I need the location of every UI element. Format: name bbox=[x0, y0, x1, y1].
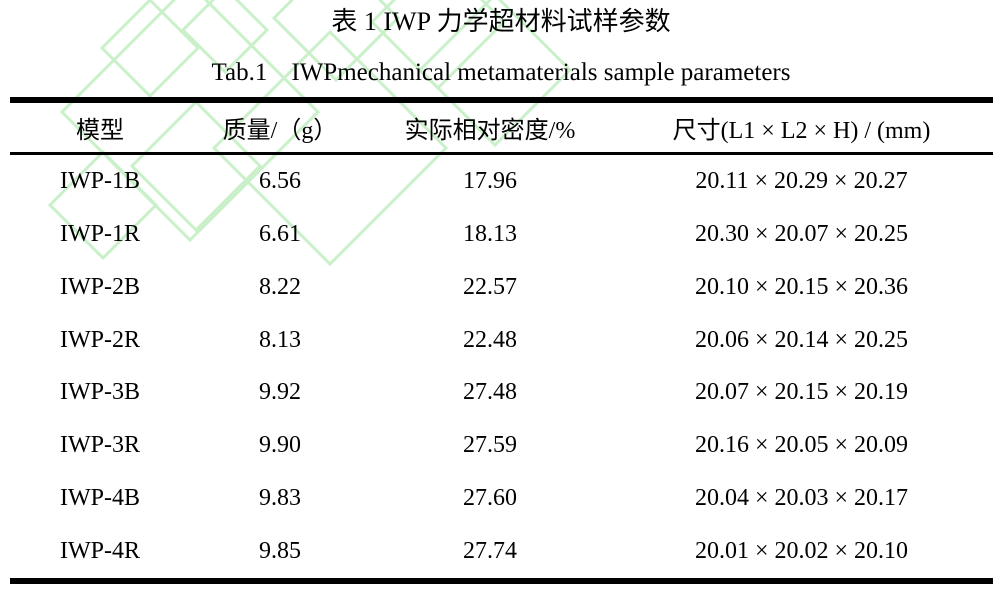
cell-model: IWP-4B bbox=[60, 485, 140, 512]
cell-dimensions: 20.10 × 20.15 × 20.36 bbox=[694, 273, 909, 300]
cell-mass: 6.61 bbox=[259, 220, 301, 247]
cell-mass: 9.85 bbox=[259, 538, 301, 565]
cell-model: IWP-2R bbox=[60, 326, 140, 353]
header-model: 模型 bbox=[76, 118, 124, 144]
header-mass: 质量/（g） bbox=[222, 118, 338, 144]
cell-model: IWP-1R bbox=[60, 220, 140, 247]
cell-density: 27.60 bbox=[463, 485, 517, 512]
table-caption-chinese: 表 1 IWP 力学超材料试样参数 bbox=[331, 7, 671, 36]
table-row: IWP-3B 9.92 27.48 20.07 × 20.15 × 20.19 bbox=[10, 367, 993, 420]
cell-density: 17.96 bbox=[463, 167, 517, 194]
table-row: IWP-4B 9.83 27.60 20.04 × 20.03 × 20.17 bbox=[10, 472, 993, 525]
table-row: IWP-1B 6.56 17.96 20.11 × 20.29 × 20.27 bbox=[10, 155, 993, 208]
cell-model: IWP-2B bbox=[60, 273, 140, 300]
header-dimensions: 尺寸(L1 × L2 × H) / (mm) bbox=[672, 118, 931, 144]
table-row: IWP-4R 9.85 27.74 20.01 × 20.02 × 20.10 bbox=[10, 525, 993, 578]
cell-density: 22.57 bbox=[463, 273, 517, 300]
table-body: IWP-1B 6.56 17.96 20.11 × 20.29 × 20.27 … bbox=[10, 155, 993, 578]
cell-density: 27.74 bbox=[463, 538, 517, 565]
cell-dimensions: 20.11 × 20.29 × 20.27 bbox=[695, 167, 908, 194]
cell-dimensions: 20.30 × 20.07 × 20.25 bbox=[694, 220, 909, 247]
header-relative-density: 实际相对密度/% bbox=[404, 118, 576, 144]
cell-mass: 8.22 bbox=[259, 273, 301, 300]
cell-density: 22.48 bbox=[463, 326, 517, 353]
cell-dimensions: 20.04 × 20.03 × 20.17 bbox=[694, 485, 909, 512]
table-row: IWP-3R 9.90 27.59 20.16 × 20.05 × 20.09 bbox=[10, 419, 993, 472]
table-row: IWP-1R 6.61 18.13 20.30 × 20.07 × 20.25 bbox=[10, 208, 993, 261]
cell-dimensions: 20.07 × 20.15 × 20.19 bbox=[694, 379, 909, 406]
cell-model: IWP-1B bbox=[60, 167, 140, 194]
cell-mass: 6.56 bbox=[259, 167, 301, 194]
table-row: IWP-2B 8.22 22.57 20.10 × 20.15 × 20.36 bbox=[10, 261, 993, 314]
table-caption-english: Tab.1 IWPmechanical metamaterials sample … bbox=[0, 58, 1002, 88]
cell-mass: 9.90 bbox=[259, 432, 301, 459]
cell-density: 27.59 bbox=[463, 432, 517, 459]
cell-model: IWP-3R bbox=[60, 432, 140, 459]
parameters-table: 模型 质量/（g） 实际相对密度/% 尺寸(L1 × L2 × H) / (mm… bbox=[10, 97, 993, 584]
cell-dimensions: 20.01 × 20.02 × 20.10 bbox=[694, 538, 909, 565]
cell-mass: 9.92 bbox=[259, 379, 301, 406]
cell-model: IWP-3B bbox=[60, 379, 140, 406]
table-row: IWP-2R 8.13 22.48 20.06 × 20.14 × 20.25 bbox=[10, 314, 993, 367]
cell-density: 27.48 bbox=[463, 379, 517, 406]
cell-density: 18.13 bbox=[463, 220, 517, 247]
cell-dimensions: 20.06 × 20.14 × 20.25 bbox=[694, 326, 909, 353]
cell-mass: 9.83 bbox=[259, 485, 301, 512]
table-header-row: 模型 质量/（g） 实际相对密度/% 尺寸(L1 × L2 × H) / (mm… bbox=[10, 103, 993, 155]
table-caption-english-label: Tab.1 bbox=[211, 59, 268, 86]
table-caption-english-text: IWPmechanical metamaterials sample param… bbox=[291, 59, 791, 86]
cell-mass: 8.13 bbox=[259, 326, 301, 353]
cell-dimensions: 20.16 × 20.05 × 20.09 bbox=[694, 432, 909, 459]
cell-model: IWP-4R bbox=[60, 538, 140, 565]
